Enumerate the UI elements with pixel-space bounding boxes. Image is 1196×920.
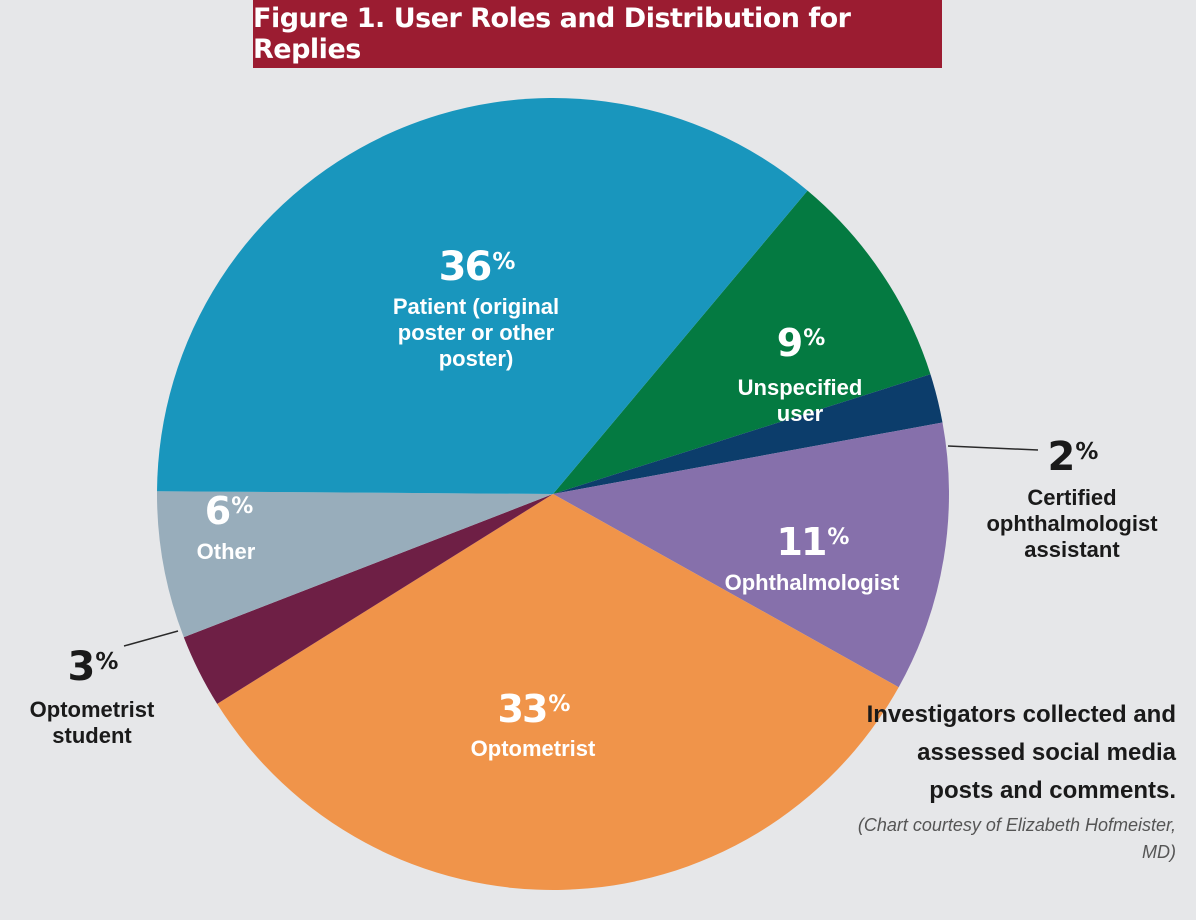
pie-slice-certified-ophthalmologist-assistant [553,374,943,494]
pie-slice-optometrist [217,494,899,891]
pie-slice-patient-original-poster-or-other-poster [157,98,808,495]
name-label-optometrist-student: Optometrist student [30,697,155,748]
pct-label-ophthalmologist: 11% [777,520,850,564]
pct-label-certified-ophthalmologist-assistant: 2% [1048,434,1099,480]
name-label-certified-ophthalmologist-assistant: Certified ophthalmologist assistant [986,485,1158,562]
pct-label-optometrist-student: 3% [68,644,119,690]
name-label-unspecified-user: Unspecified user [738,375,863,426]
pct-label-other: 6% [205,489,253,533]
pie-slices [157,98,949,891]
chart-title: Figure 1. User Roles and Distribution fo… [253,0,942,68]
note-text: Investigators collected and assessed soc… [866,701,1176,804]
chart-credit: (Chart courtesy of Elizabeth Hofmeister,… [857,815,1176,862]
name-label-patient-original-poster-or-other-poster: Patient (original poster or other poster) [393,294,559,371]
pie-slice-ophthalmologist [553,422,949,688]
pct-label-unspecified-user: 9% [777,321,825,365]
leader-lines [123,445,1039,647]
caption-note: Investigators collected and assessed soc… [856,696,1176,866]
pct-label-optometrist: 33% [498,687,571,731]
slice-labels: 9% Unspecified user 2% Certified ophthalmolog… [30,244,1159,761]
leader-line-certified-ophthalmologist-assistant [947,445,1039,451]
name-label-ophthalmologist: Ophthalmologist [725,570,900,595]
pct-label-patient-original-poster-or-other-poster: 36% [439,244,516,290]
pie-slice-other [157,491,553,638]
leader-line-optometrist-student [123,630,179,647]
pie-slice-unspecified-user [553,190,931,494]
name-label-optometrist: Optometrist [471,736,596,761]
name-label-other: Other [197,539,256,564]
pie-slice-optometrist-student [183,494,554,704]
